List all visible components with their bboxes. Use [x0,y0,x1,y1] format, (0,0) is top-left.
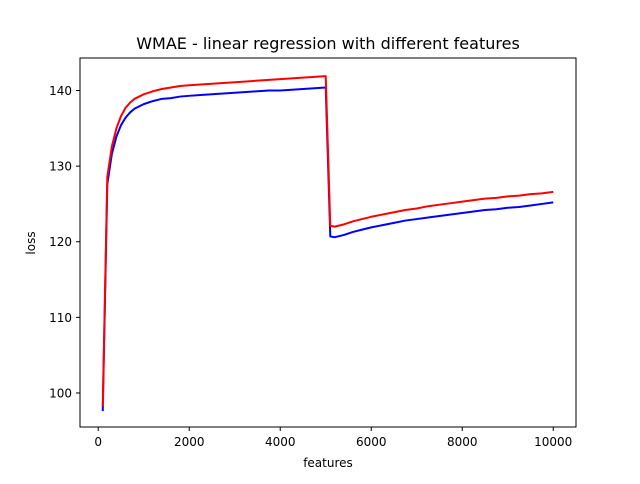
series-line-2 [101,75,554,407]
y-tick-label: 140 [49,84,72,98]
plot-area [79,57,577,428]
y-axis-label: loss [24,231,38,254]
x-tick-label: 4000 [265,435,296,449]
chart-title: WMAE - linear regression with different … [136,34,520,53]
y-tick-label: 110 [49,311,72,325]
x-tick-label: 0 [94,435,102,449]
x-tick-label: 2000 [174,435,205,449]
y-tick-label: 130 [49,160,72,174]
x-axis-label: features [303,456,353,470]
y-axis-ticks: 100 110 120 130 140 [49,84,80,400]
x-tick-label: 10000 [534,435,572,449]
x-axis-ticks: 0 2000 4000 6000 8000 10000 [94,427,572,449]
y-tick-label: 120 [49,235,72,249]
y-tick-label: 100 [49,386,72,400]
series-layer [101,75,554,412]
axes-frame [79,57,577,428]
series-line-1 [101,86,554,412]
x-tick-label: 8000 [447,435,478,449]
x-tick-label: 6000 [356,435,387,449]
